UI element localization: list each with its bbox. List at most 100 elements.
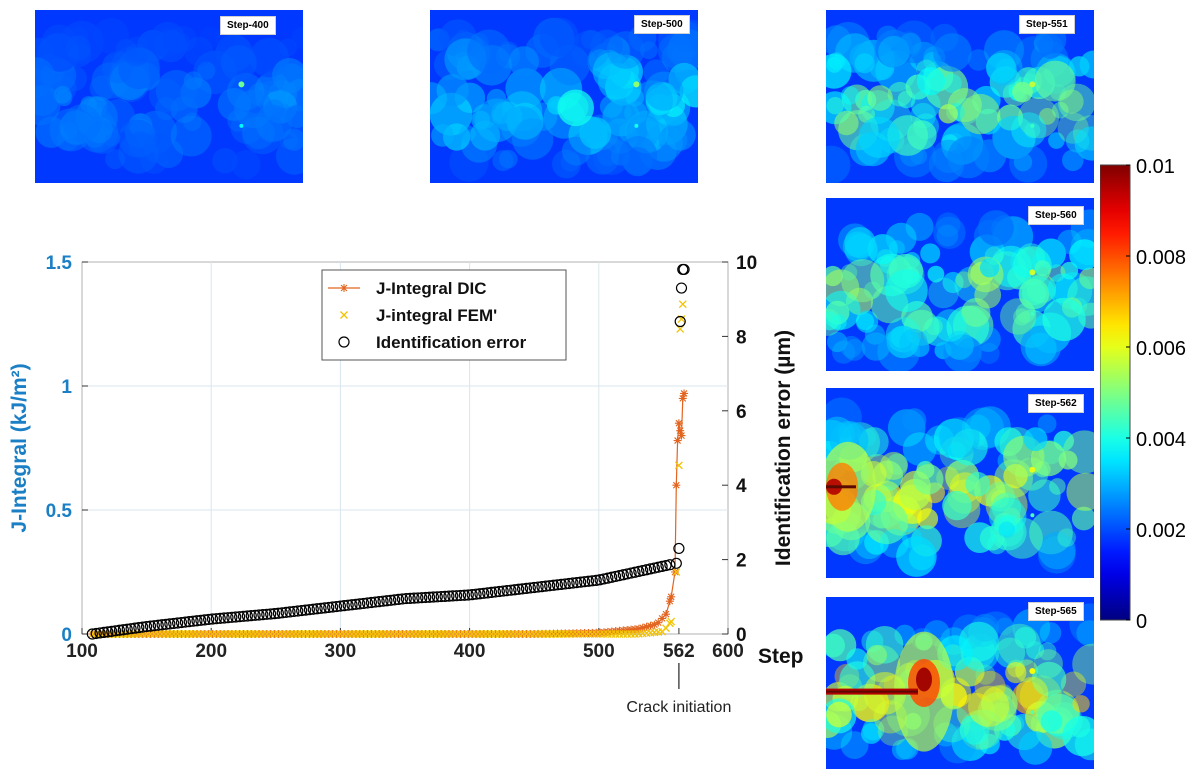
data-point [237, 610, 250, 622]
data-point [365, 596, 378, 609]
data-point [451, 590, 463, 602]
data-point [447, 590, 459, 602]
data-point [319, 602, 331, 614]
data-point [272, 607, 284, 619]
legend-entry: J-Integral DIC [376, 279, 487, 298]
data-point [677, 431, 686, 440]
data-point [676, 426, 685, 435]
x-tick-label: 200 [195, 641, 227, 662]
data-point [505, 584, 517, 596]
data-point [214, 612, 226, 624]
heatmap-panel: Step-560 [826, 198, 1094, 371]
data-point [369, 596, 381, 608]
y-right-tick-label: 8 [736, 327, 747, 348]
data-point [644, 563, 657, 575]
data-point [423, 591, 436, 603]
data-point [431, 591, 443, 603]
data-point [555, 578, 567, 590]
data-point [439, 590, 451, 602]
data-point [416, 592, 428, 604]
data-point [152, 619, 164, 631]
y-right-axis-label: Identification error (µm) [772, 330, 795, 566]
data-point [590, 574, 602, 586]
colorbar-gradient [1100, 164, 1131, 621]
data-point [280, 606, 292, 618]
data-point [670, 557, 682, 569]
y-left-tick-label: 0 [61, 625, 72, 646]
data-point [532, 581, 544, 593]
data-point [673, 436, 682, 445]
data-point [222, 612, 234, 624]
heatmap-panel: Step-565 [826, 597, 1094, 769]
heatmap-panel: Step-500 [430, 10, 698, 183]
data-point [261, 608, 273, 620]
data-point [520, 582, 533, 594]
data-point [218, 612, 230, 624]
data-point [210, 613, 222, 625]
data-point [672, 481, 681, 490]
data-point [567, 577, 579, 589]
data-point [474, 588, 486, 600]
data-point [311, 603, 323, 615]
data-point [330, 600, 343, 613]
data-point [482, 587, 494, 599]
series-identification-error [86, 263, 690, 640]
data-point [646, 621, 655, 630]
data-point [674, 315, 686, 328]
data-point [661, 610, 670, 619]
data-point [265, 608, 277, 620]
x-tick-label: 562 [663, 641, 695, 662]
y-left-tick-label: 0.5 [46, 501, 73, 522]
data-point [381, 595, 393, 607]
data-point [516, 583, 529, 595]
data-point [377, 595, 389, 607]
data-point [307, 603, 319, 615]
data-point [412, 592, 424, 604]
data-point [575, 576, 587, 588]
data-point [662, 624, 670, 633]
data-point [175, 616, 188, 629]
data-point [667, 617, 676, 626]
colorbar-tick-label: 0 [1136, 611, 1147, 633]
data-point [315, 602, 327, 614]
data-point [338, 336, 350, 348]
data-point [551, 579, 564, 591]
step-label: Step-565 [1028, 602, 1084, 621]
data-point [187, 615, 199, 627]
data-point [497, 585, 509, 597]
data-point [340, 311, 348, 319]
colorbar-tick-label: 0.002 [1136, 520, 1186, 542]
data-point [544, 580, 556, 592]
data-point [652, 561, 664, 573]
data-point [338, 600, 350, 612]
data-point [199, 614, 211, 626]
data-point [358, 597, 370, 610]
x-tick-label: 600 [712, 641, 744, 662]
data-point [137, 621, 149, 633]
data-point [121, 623, 133, 635]
heatmap-panel: Step-562 [826, 388, 1094, 578]
data-point [113, 624, 126, 636]
data-point [342, 599, 354, 611]
data-point [404, 592, 416, 604]
x-tick-label: 300 [325, 641, 357, 662]
data-point [86, 628, 98, 640]
step-label: Step-560 [1028, 206, 1084, 225]
data-point [501, 585, 513, 597]
data-point [346, 599, 358, 611]
data-point [241, 610, 253, 622]
data-point [633, 565, 645, 578]
data-point [654, 618, 663, 627]
data-point [680, 389, 689, 398]
heatmap-panel: Step-400 [35, 10, 303, 183]
y-left-tick-label: 1.5 [46, 253, 73, 274]
data-point [478, 587, 490, 599]
data-point [674, 461, 683, 470]
data-point [609, 570, 622, 583]
data-point [350, 598, 362, 610]
data-point [234, 611, 246, 623]
data-point [109, 625, 122, 637]
data-point [602, 572, 614, 584]
data-point [303, 604, 315, 616]
x-tick-label: 400 [454, 641, 486, 662]
